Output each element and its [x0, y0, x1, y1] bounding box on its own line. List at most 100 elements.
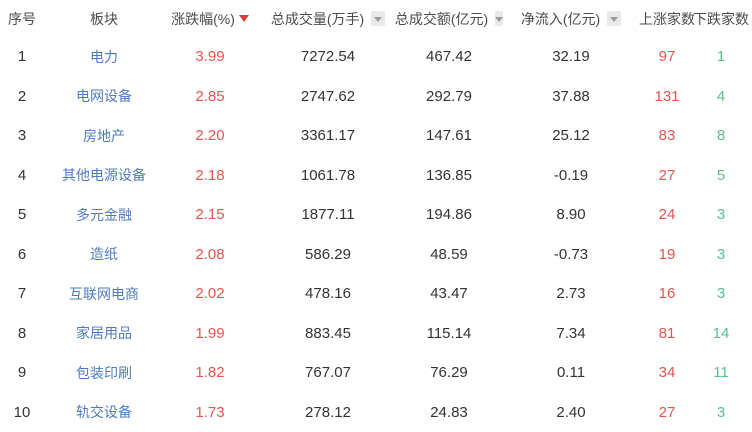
up-count-value: 81 [658, 324, 676, 342]
turnover-value: 115.14 [426, 324, 472, 342]
net-inflow-value: 37.88 [552, 87, 590, 105]
turnover-value: 24.83 [430, 403, 468, 421]
sort-toggle-icon[interactable] [495, 11, 504, 26]
header-net-inflow[interactable]: 净流入(亿元) [498, 9, 644, 29]
change-pct-value: 2.20 [195, 127, 225, 145]
row-index: 7 [17, 285, 27, 303]
sector-link[interactable]: 电力 [90, 48, 118, 65]
row-index: 8 [17, 324, 27, 342]
table-row[interactable]: 10 轨交设备 1.73 278.12 24.83 2.40 27 3 [0, 393, 752, 432]
up-count-value: 27 [658, 166, 676, 184]
change-pct-value: 1.73 [195, 403, 225, 421]
sort-toggle-icon[interactable] [371, 11, 386, 26]
header-sector: 板块 [90, 10, 118, 27]
table-row[interactable]: 2 电网设备 2.85 2747.62 292.79 37.88 131 4 [0, 77, 752, 117]
table-row[interactable]: 7 互联网电商 2.02 478.16 43.47 2.73 16 3 [0, 274, 752, 314]
volume-value: 3361.17 [300, 127, 356, 145]
sector-link[interactable]: 多元金融 [76, 206, 132, 223]
net-inflow-value: 2.73 [556, 285, 586, 303]
chevron-down-icon [495, 17, 504, 22]
row-index: 4 [17, 166, 27, 184]
volume-value: 767.07 [305, 364, 351, 382]
sector-link[interactable]: 互联网电商 [69, 285, 139, 302]
header-turnover[interactable]: 总成交额(亿元) [395, 9, 504, 29]
row-index: 9 [17, 364, 27, 382]
row-index: 3 [17, 127, 27, 145]
sector-link[interactable]: 电网设备 [76, 88, 132, 105]
net-inflow-value: -0.73 [553, 245, 589, 263]
up-count-value: 97 [658, 48, 676, 66]
row-index: 10 [13, 403, 31, 421]
down-count-value: 8 [716, 127, 726, 145]
header-volume[interactable]: 总成交量(万手) [256, 9, 400, 29]
sort-toggle-icon[interactable] [607, 11, 622, 26]
change-pct-value: 1.82 [195, 364, 225, 382]
change-pct-value: 2.08 [195, 245, 225, 263]
row-index: 2 [17, 87, 27, 105]
header-change-pct-label: 涨跌幅(%) [171, 10, 235, 27]
header-volume-label: 总成交量(万手) [270, 10, 365, 27]
net-inflow-value: 32.19 [552, 48, 590, 66]
header-index: 序号 [8, 10, 36, 27]
up-count-value: 34 [658, 364, 676, 382]
change-pct-value: 2.85 [195, 87, 225, 105]
table-row[interactable]: 9 包装印刷 1.82 767.07 76.29 0.11 34 11 [0, 353, 752, 393]
sector-link[interactable]: 轨交设备 [76, 404, 132, 421]
sector-link[interactable]: 造纸 [90, 246, 118, 263]
volume-value: 883.45 [305, 324, 351, 342]
change-pct-value: 3.99 [195, 48, 225, 66]
net-inflow-value: 25.12 [552, 127, 590, 145]
sort-desc-icon [238, 15, 249, 22]
net-inflow-value: -0.19 [553, 166, 589, 184]
volume-value: 478.16 [305, 285, 351, 303]
down-count-value: 3 [716, 245, 726, 263]
turnover-value: 467.42 [426, 48, 472, 66]
up-count-value: 83 [658, 127, 676, 145]
table-row[interactable]: 8 家居用品 1.99 883.45 115.14 7.34 81 14 [0, 314, 752, 354]
down-count-value: 3 [716, 285, 726, 303]
up-count-value: 131 [654, 87, 680, 105]
turnover-value: 43.47 [430, 285, 468, 303]
chevron-down-icon [374, 17, 383, 22]
volume-value: 1877.11 [301, 206, 355, 224]
turnover-value: 76.29 [430, 364, 468, 382]
header-turnover-label: 总成交额(亿元) [394, 10, 489, 27]
sector-link[interactable]: 其他电源设备 [62, 167, 146, 184]
down-count-value: 5 [716, 166, 726, 184]
header-down-count: 下跌家数 [693, 10, 749, 27]
net-inflow-value: 0.11 [556, 364, 586, 382]
sector-link[interactable]: 家居用品 [76, 325, 132, 342]
table-row[interactable]: 5 多元金融 2.15 1877.11 194.86 8.90 24 3 [0, 195, 752, 235]
header-change-pct[interactable]: 涨跌幅(%) [164, 9, 256, 29]
table-header-row: 序号 板块 涨跌幅(%) 总成交量(万手) 总成交额(亿元) 净流入(亿元) 上… [0, 0, 752, 37]
change-pct-value: 2.18 [195, 166, 225, 184]
table-row[interactable]: 4 其他电源设备 2.18 1061.78 136.85 -0.19 27 5 [0, 156, 752, 196]
up-count-value: 27 [658, 403, 676, 421]
net-inflow-value: 2.40 [556, 403, 586, 421]
table-row[interactable]: 3 房地产 2.20 3361.17 147.61 25.12 83 8 [0, 116, 752, 156]
row-index: 5 [17, 206, 27, 224]
sector-link[interactable]: 包装印刷 [76, 364, 132, 381]
table-row[interactable]: 6 造纸 2.08 586.29 48.59 -0.73 19 3 [0, 235, 752, 275]
row-index: 6 [17, 245, 27, 263]
volume-value: 7272.54 [300, 48, 356, 66]
row-index: 1 [17, 48, 27, 66]
volume-value: 278.12 [305, 403, 351, 421]
turnover-value: 194.86 [426, 206, 472, 224]
down-count-value: 1 [716, 48, 726, 66]
change-pct-value: 2.02 [195, 285, 225, 303]
net-inflow-value: 7.34 [556, 324, 586, 342]
turnover-value: 292.79 [426, 87, 472, 105]
header-up-count: 上涨家数 [639, 10, 695, 27]
up-count-value: 16 [658, 285, 676, 303]
up-count-value: 24 [658, 206, 676, 224]
net-inflow-value: 8.90 [556, 206, 586, 224]
sector-link[interactable]: 房地产 [83, 127, 125, 144]
down-count-value: 3 [716, 206, 726, 224]
turnover-value: 48.59 [430, 245, 468, 263]
change-pct-value: 2.15 [195, 206, 225, 224]
table-row[interactable]: 1 电力 3.99 7272.54 467.42 32.19 97 1 [0, 37, 752, 77]
volume-value: 2747.62 [300, 87, 356, 105]
header-net-inflow-label: 净流入(亿元) [520, 10, 601, 27]
